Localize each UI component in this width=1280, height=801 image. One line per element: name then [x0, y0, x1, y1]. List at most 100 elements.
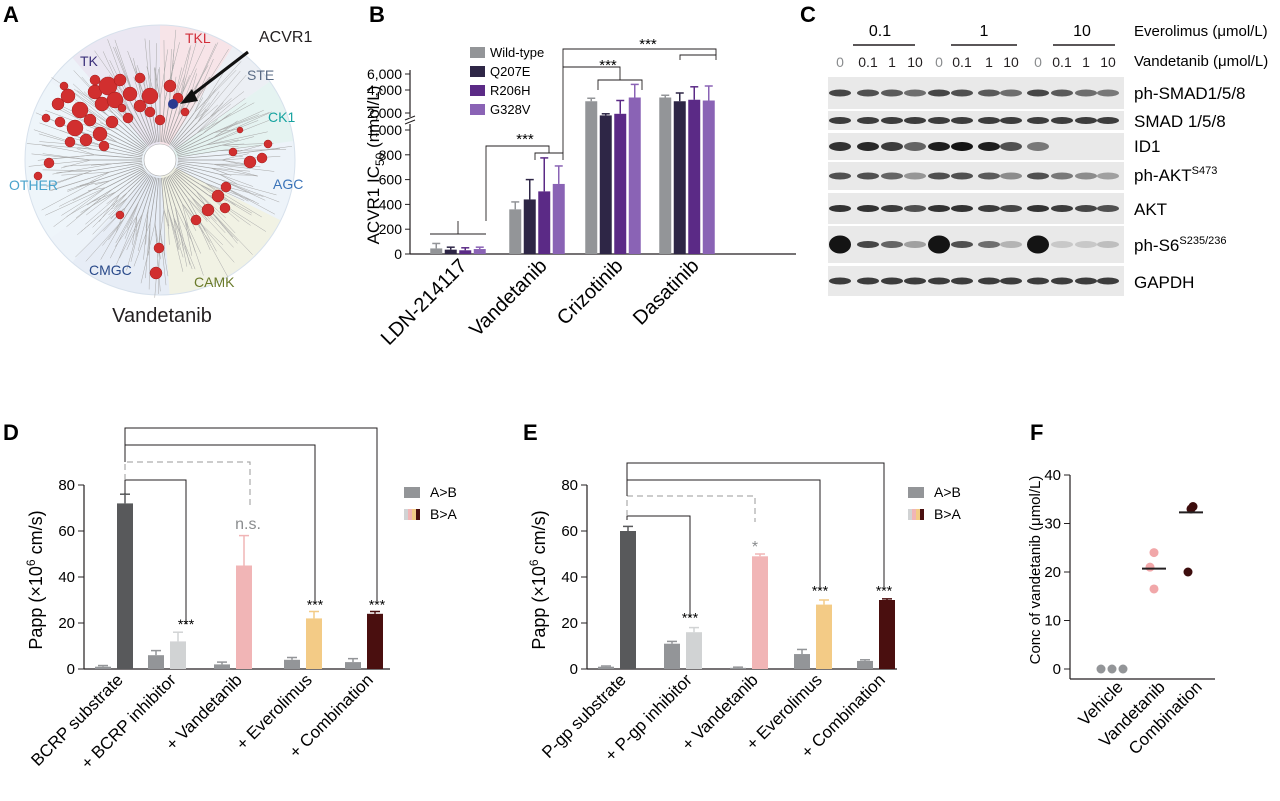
blot-band	[928, 89, 950, 97]
group-label-camk: CAMK	[194, 274, 235, 290]
group-label-ste: STE	[247, 67, 274, 83]
kinome-branch	[86, 191, 117, 216]
kinome-branch	[197, 91, 220, 123]
b-legend-swatch	[470, 85, 485, 96]
kinome-branch	[202, 114, 229, 135]
blot-band	[881, 172, 903, 180]
e-significance: ***	[682, 609, 699, 625]
kinome-branch	[76, 148, 95, 156]
kinome-branch	[176, 137, 214, 154]
kinome-branch	[28, 159, 92, 167]
kinome-branch	[194, 97, 204, 113]
kinome-branch	[109, 163, 143, 173]
kinome-branch	[138, 175, 153, 202]
bar	[664, 643, 680, 669]
f-point	[1186, 504, 1196, 514]
e-category-labels: P-gp substrate+ P-gp inhibitor+ Vandetan…	[538, 670, 889, 765]
kinome-branch	[45, 187, 106, 216]
blot-label: AKT	[1134, 200, 1167, 219]
b-significance: ***	[639, 36, 657, 53]
kinome-branch	[130, 102, 153, 145]
kinome-branch	[194, 88, 217, 121]
bar	[170, 641, 186, 669]
kinome-branch	[160, 209, 165, 235]
b-bar	[702, 100, 715, 254]
kinome-center	[143, 143, 177, 177]
blot-band	[928, 205, 950, 212]
group-label-cmgc: CMGC	[89, 262, 132, 278]
b-category-label: Crizotinib	[553, 255, 628, 330]
kinome-branch	[219, 174, 238, 185]
blot-band	[1027, 142, 1049, 151]
kinome-branch	[135, 215, 138, 237]
kinome-branch	[174, 133, 197, 150]
f-point	[1149, 548, 1159, 558]
kinome-branch	[170, 112, 195, 146]
blot-band	[1000, 142, 1022, 151]
kinome-branch	[193, 87, 203, 106]
f-point	[1149, 584, 1159, 594]
kinome-branch	[173, 216, 196, 270]
kinome-hit-dot	[201, 203, 215, 217]
kinome-branch	[115, 207, 126, 233]
kinome-branch	[177, 154, 228, 159]
kinome-hit-dot	[51, 97, 65, 111]
kinome-branch	[145, 209, 149, 245]
f-point	[1107, 664, 1117, 674]
kinome-branch	[158, 229, 161, 294]
kinome-branch	[205, 128, 243, 146]
b-bar	[459, 250, 472, 254]
e-legend: A>B B>A	[908, 484, 962, 522]
kinome-branch	[77, 191, 129, 236]
kinome-branch	[75, 188, 114, 219]
panel-d-letter: D	[3, 420, 19, 445]
blot-band	[1075, 241, 1097, 248]
kinome-branch	[60, 159, 92, 169]
blot-band	[1075, 205, 1097, 212]
legend-swatch-ba	[916, 509, 920, 520]
blot-band	[1027, 277, 1049, 285]
c-blot-labels: ph-SMAD1/5/8 SMAD 1/5/8 ID1 ph-AKTS473 AKT ph…	[1134, 84, 1246, 292]
kinome-branch	[132, 215, 138, 245]
blot-band	[881, 241, 903, 248]
kinome-branch	[127, 173, 149, 198]
b-significance: ***	[516, 131, 534, 148]
blot-band	[1097, 172, 1119, 180]
kinome-branch	[184, 219, 196, 253]
kinome-branch	[59, 180, 111, 207]
kinome-branch	[109, 166, 144, 182]
kinome-branch	[126, 213, 143, 251]
group-label-agc: AGC	[273, 176, 303, 192]
f-axis: 0 10 20 30 40	[1044, 467, 1215, 680]
kinome-branch	[177, 144, 222, 157]
panel-c-letter: C	[800, 2, 816, 27]
kinome-branch	[204, 182, 262, 218]
b-bar	[552, 183, 565, 254]
b-bracket	[562, 48, 717, 67]
f-point	[1096, 664, 1106, 674]
blot-band	[829, 235, 851, 254]
kinome-branch	[193, 48, 229, 106]
kinome-branch	[221, 185, 276, 215]
blot-band	[1027, 89, 1049, 97]
kinome-branch	[97, 165, 143, 181]
kinome-hit-dot	[54, 116, 66, 128]
kinome-branch	[41, 180, 98, 211]
kinome-branch	[175, 133, 203, 151]
kinome-branch	[93, 149, 143, 158]
y-tick-label: 20	[58, 615, 75, 632]
kinome-branch	[205, 120, 270, 146]
blot-band	[978, 277, 1000, 285]
f-point	[1183, 567, 1193, 577]
kinome-branch	[196, 103, 231, 134]
kinome-hit-dot	[66, 119, 84, 137]
blot-band	[1051, 277, 1073, 285]
e-brackets: *** *** ***	[626, 462, 893, 625]
blot-band	[857, 205, 879, 212]
kinome-branch	[119, 171, 147, 195]
kinome-hit-dot	[153, 242, 165, 254]
vandetanib-dose: 1	[985, 54, 993, 70]
y-tick-label: 60	[58, 523, 75, 540]
kinome-branch	[33, 129, 94, 150]
e-significance: ***	[812, 583, 829, 599]
